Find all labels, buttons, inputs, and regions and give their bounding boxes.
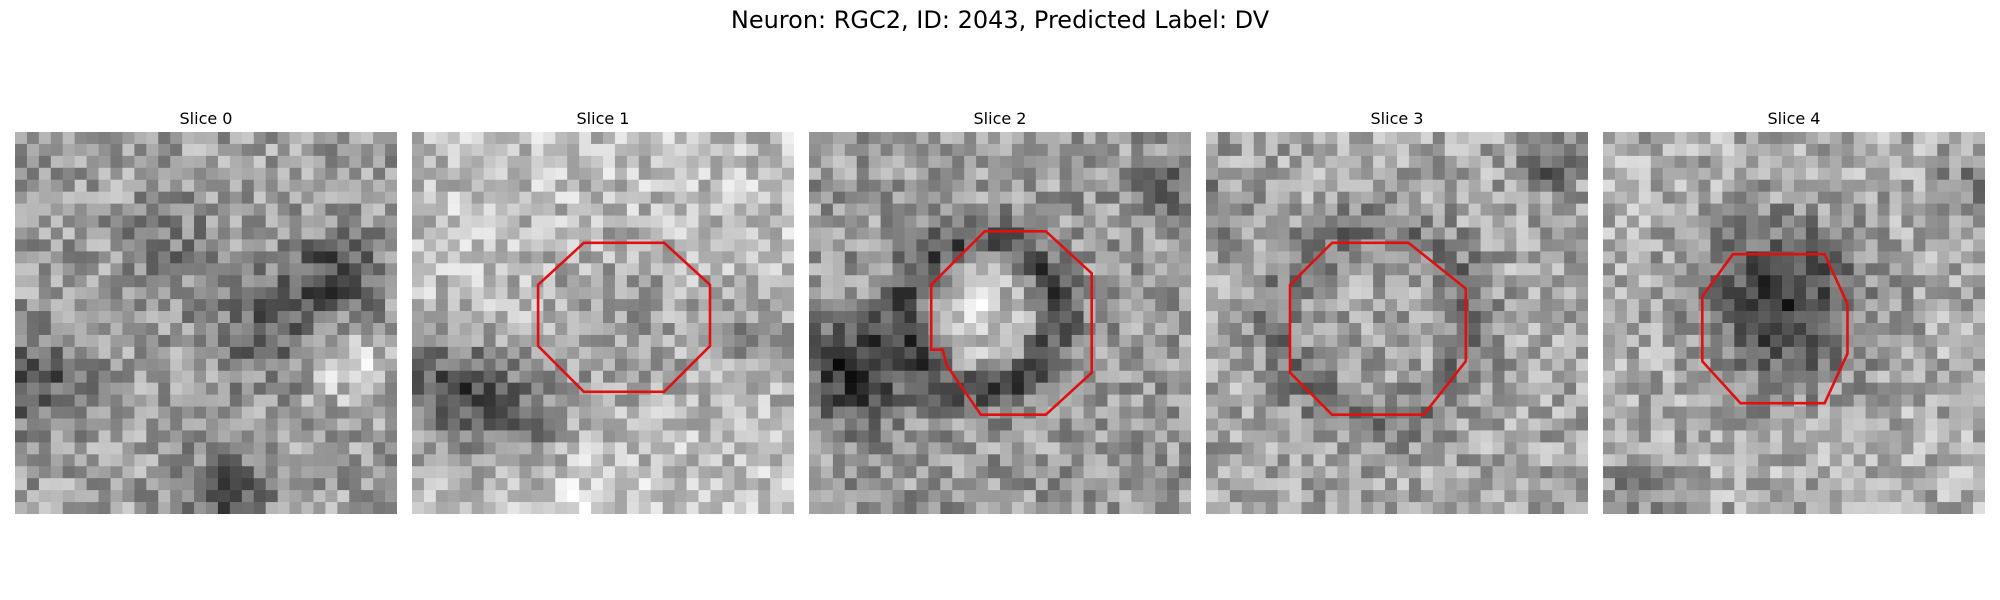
figure-title: Neuron: RGC2, ID: 2043, Predicted Label:… bbox=[730, 6, 1270, 34]
slice-panel-0: Slice 0 bbox=[15, 106, 397, 514]
slice-image bbox=[15, 132, 397, 514]
slice-title: Slice 3 bbox=[1370, 109, 1424, 128]
slice-panel-1: Slice 1 bbox=[412, 106, 794, 514]
slice-svg bbox=[1603, 132, 1985, 514]
roi-contour bbox=[1701, 252, 1849, 405]
slice-image bbox=[412, 132, 794, 514]
slice-panel-4: Slice 4 bbox=[1603, 106, 1985, 514]
roi-contour bbox=[929, 230, 1094, 417]
slice-title: Slice 1 bbox=[576, 109, 630, 128]
slice-svg bbox=[809, 132, 1191, 514]
slice-svg bbox=[412, 132, 794, 514]
slice-title: Slice 4 bbox=[1767, 109, 1821, 128]
roi-contour bbox=[1288, 241, 1468, 417]
slice-title: Slice 2 bbox=[973, 109, 1027, 128]
slice-svg bbox=[1206, 132, 1588, 514]
slice-panel-3: Slice 3 bbox=[1206, 106, 1588, 514]
slice-image bbox=[809, 132, 1191, 514]
slice-image bbox=[1206, 132, 1588, 514]
slice-image bbox=[1603, 132, 1985, 514]
roi-contour bbox=[536, 241, 712, 394]
slice-svg bbox=[15, 132, 397, 514]
slice-title: Slice 0 bbox=[179, 109, 233, 128]
slice-panel-2: Slice 2 bbox=[809, 106, 1191, 514]
